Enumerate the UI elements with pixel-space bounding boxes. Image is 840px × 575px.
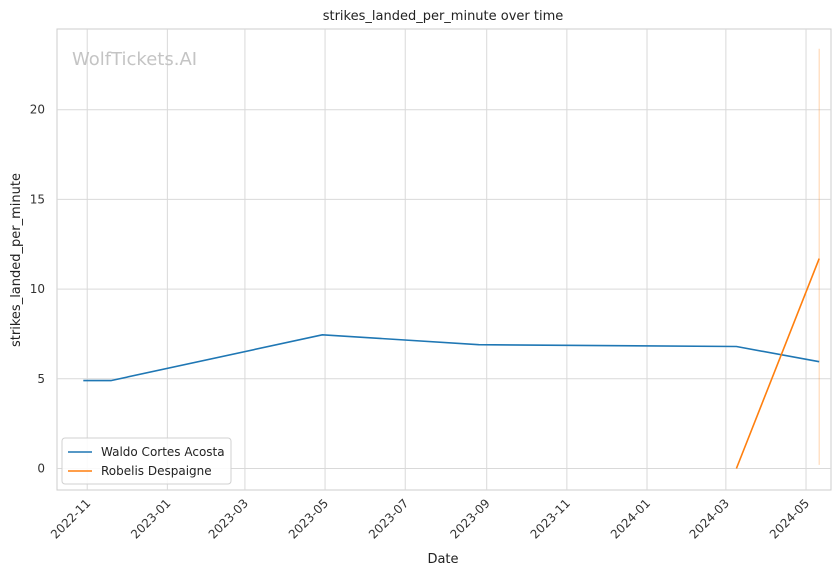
y-tick-label: 0 [37, 461, 45, 475]
watermark: WolfTickets.AI [72, 49, 197, 70]
chart-title: strikes_landed_per_minute over time [323, 9, 564, 24]
legend-label: Waldo Cortes Acosta [101, 445, 225, 459]
x-tick-label: 2023-05 [286, 496, 331, 541]
y-axis-title: strikes_landed_per_minute [9, 173, 24, 347]
series-line-2 [735, 258, 820, 469]
x-tick-label: 2023-09 [447, 496, 492, 541]
x-tick-label: 2024-05 [767, 496, 812, 541]
series-line-1 [83, 333, 820, 382]
x-tick-label: 2023-03 [206, 496, 251, 541]
y-tick-label: 10 [30, 282, 45, 296]
y-tick-label: 5 [37, 372, 45, 386]
x-axis-title: Date [427, 552, 458, 567]
plot-frame [56, 28, 832, 491]
x-tick-label: 2022-11 [48, 496, 93, 541]
plot-area [56, 28, 832, 491]
x-tick-label: 2024-03 [687, 496, 732, 541]
x-tick-label: 2023-11 [528, 496, 573, 541]
y-tick-label: 15 [30, 192, 45, 206]
series [83, 48, 820, 469]
x-tick-label: 2023-07 [366, 496, 411, 541]
legend-label: Robelis Despaigne [101, 464, 212, 478]
y-tick-label: 20 [30, 103, 45, 117]
legend-box [61, 437, 232, 485]
x-tick-label: 2024-01 [608, 496, 653, 541]
x-tick-label: 2023-01 [128, 496, 173, 541]
legend: Waldo Cortes Acosta Robelis Despaigne [61, 437, 232, 485]
